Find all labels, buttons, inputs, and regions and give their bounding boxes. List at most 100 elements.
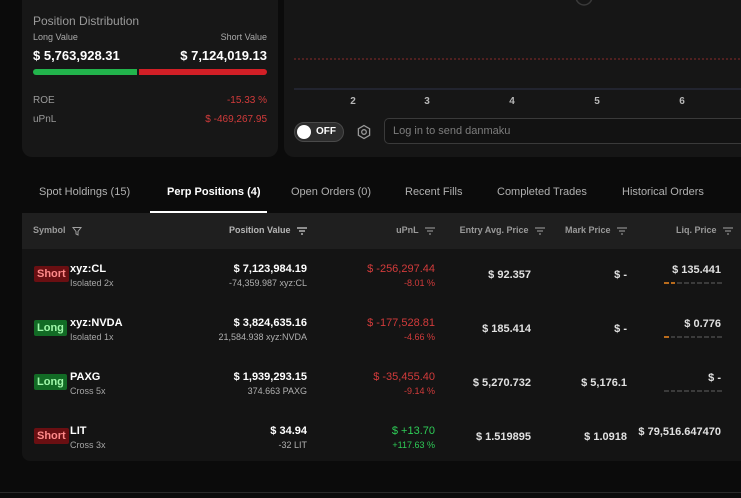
short-value: $ 7,124,019.13 (180, 48, 267, 63)
risk-segment (670, 390, 676, 392)
toggle-label: OFF (316, 126, 336, 137)
symbol-name[interactable]: LIT (70, 425, 87, 437)
tab-recent-fills[interactable]: Recent Fills (405, 186, 463, 198)
margin-mode: Isolated 2x (70, 278, 114, 288)
roe-value: -15.33 % (226, 95, 267, 106)
risk-segment (697, 336, 703, 338)
position-value: $ 7,123,984.19 (233, 263, 307, 275)
x-tick-label: 4 (509, 96, 515, 107)
header-upnl[interactable]: uPnL (396, 225, 435, 235)
sort-icon[interactable] (535, 227, 545, 235)
tab-completed-trades[interactable]: Completed Trades (497, 186, 587, 198)
risk-segment (664, 282, 669, 284)
upnl-percent: +117.63 % (392, 440, 435, 450)
position-size: 21,584.938 xyz:NVDA (218, 332, 307, 342)
x-tick-label: 6 (679, 96, 685, 107)
header-liq-price[interactable]: Liq. Price (676, 225, 733, 235)
x-tick-label: 3 (424, 96, 430, 107)
sort-icon[interactable] (297, 227, 307, 235)
price-chart[interactable]: 2 3 4 5 6 (284, 0, 741, 110)
danmaku-toggle[interactable]: OFF (294, 122, 344, 142)
upnl-amount: $ -256,297.44 (367, 263, 435, 275)
risk-segment (704, 282, 709, 284)
upnl-amount: $ -177,528.81 (367, 317, 435, 329)
risk-segment (690, 336, 696, 338)
risk-segment (677, 282, 683, 284)
risk-segment (670, 336, 676, 338)
mark-price: $ 1.0918 (584, 431, 627, 443)
risk-segment (710, 390, 716, 392)
header-position-value[interactable]: Position Value (229, 225, 307, 235)
risk-segment (684, 336, 689, 338)
risk-segment (670, 282, 676, 284)
position-value: $ 3,824,635.16 (233, 317, 307, 329)
active-tab-indicator (150, 211, 267, 213)
danmaku-input[interactable] (384, 118, 741, 144)
risk-segment (690, 390, 696, 392)
liq-price: $ 135.441 (672, 264, 721, 276)
risk-segment (684, 282, 689, 284)
symbol-name[interactable]: PAXG (70, 371, 101, 383)
x-tick-label: 5 (594, 96, 600, 107)
position-size: -32 LIT (278, 440, 307, 450)
short-ratio-fill (138, 69, 267, 75)
long-short-ratio-bar (33, 69, 267, 75)
upnl-amount: $ +13.70 (391, 425, 435, 437)
risk-segment (677, 336, 683, 338)
tab-spot-holdings[interactable]: Spot Holdings (15) (39, 186, 131, 198)
symbol-name[interactable]: xyz:NVDA (70, 317, 123, 329)
side-badge: Long (34, 374, 67, 390)
sort-icon[interactable] (617, 227, 627, 235)
side-badge: Long (34, 320, 67, 336)
position-value: $ 34.94 (270, 425, 307, 437)
header-upnl-label: uPnL (396, 225, 419, 235)
header-symbol[interactable]: Symbol (33, 225, 83, 236)
liq-risk-meter (664, 282, 723, 286)
position-size: -74,359.987 xyz:CL (228, 278, 307, 288)
table-row[interactable]: Short xyz:CL Isolated 2x $ 7,123,984.19 … (22, 249, 741, 303)
perp-positions-table: Symbol Position Value uPnL Entry Avg. Pr… (22, 213, 741, 461)
roe-label: ROE (33, 95, 55, 106)
upnl-value: $ -469,267.95 (205, 114, 267, 125)
symbol-name[interactable]: xyz:CL (70, 263, 107, 275)
upnl-label: uPnL (33, 114, 57, 125)
mark-price: $ 5,176.1 (581, 377, 627, 389)
tab-historical-orders[interactable]: Historical Orders (622, 186, 704, 198)
liq-risk-meter (664, 336, 723, 340)
table-row[interactable]: Long xyz:NVDA Isolated 1x $ 3,824,635.16… (22, 303, 741, 357)
margin-mode: Cross 3x (70, 440, 106, 450)
side-badge: Short (34, 266, 69, 282)
chart-marker-icon (575, 0, 593, 6)
settings-icon[interactable] (356, 124, 372, 140)
position-distribution-title: Position Distribution (33, 14, 140, 28)
tab-open-orders[interactable]: Open Orders (0) (291, 186, 372, 198)
risk-segment (710, 282, 716, 284)
risk-segment (704, 336, 709, 338)
sort-icon[interactable] (723, 227, 733, 235)
risk-segment (704, 390, 709, 392)
header-position-value-label: Position Value (228, 225, 291, 235)
long-value: $ 5,763,928.31 (33, 48, 120, 63)
x-tick-label: 2 (350, 96, 356, 107)
risk-segment (677, 390, 683, 392)
mark-price: $ - (614, 323, 627, 335)
filter-icon[interactable] (72, 226, 83, 236)
bottom-divider (0, 492, 741, 493)
position-size: 374.663 PAXG (247, 386, 307, 396)
header-entry-price[interactable]: Entry Avg. Price (460, 225, 545, 235)
entry-price: $ 1.519895 (475, 431, 531, 443)
table-row[interactable]: Long PAXG Cross 5x $ 1,939,293.15 374.66… (22, 357, 741, 411)
positions-tabs: Spot Holdings (15) Perp Positions (4) Op… (22, 176, 741, 213)
upnl-percent: -9.14 % (403, 386, 435, 396)
tab-perp-positions[interactable]: Perp Positions (4) (167, 186, 261, 198)
chart-panel: 2 3 4 5 6 OFF (284, 0, 741, 157)
mark-price: $ - (614, 269, 627, 281)
table-row[interactable]: Short LIT Cross 3x $ 34.94 -32 LIT $ +13… (22, 411, 741, 465)
long-value-label: Long Value (33, 32, 78, 42)
margin-mode: Isolated 1x (70, 332, 114, 342)
sort-icon[interactable] (425, 227, 435, 235)
header-entry-price-label: Entry Avg. Price (459, 225, 529, 235)
header-liq-price-label: Liq. Price (675, 225, 717, 235)
upnl-percent: -4.66 % (403, 332, 435, 342)
header-mark-price[interactable]: Mark Price (565, 225, 627, 235)
